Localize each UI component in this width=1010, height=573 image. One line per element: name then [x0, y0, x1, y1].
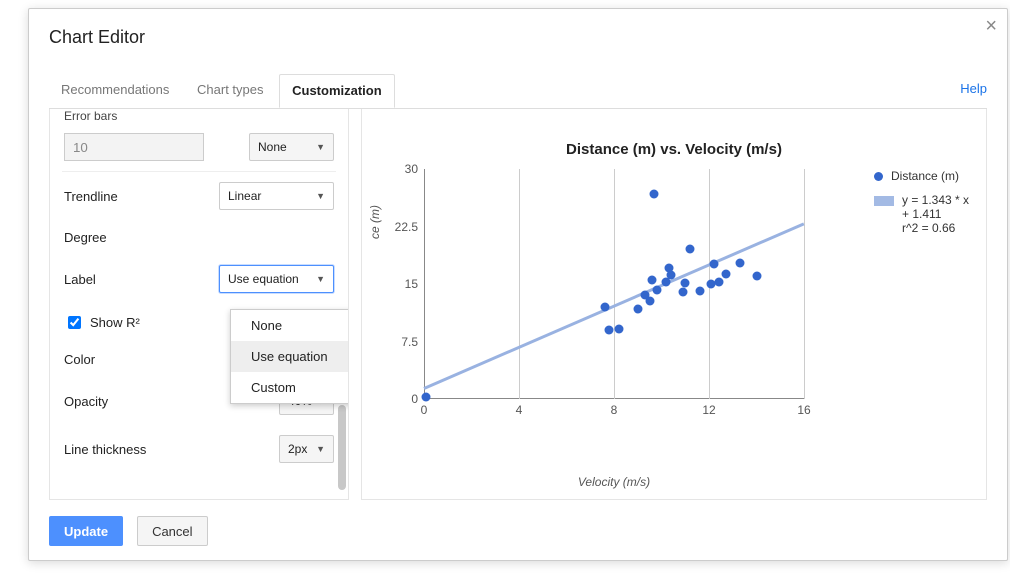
errorbars-label: Error bars	[64, 109, 117, 123]
tabs-bar: Recommendations Chart types Customizatio…	[49, 73, 987, 109]
gridline	[519, 169, 520, 399]
data-point	[695, 286, 704, 295]
data-point	[605, 326, 614, 335]
y-tick: 22.5	[378, 220, 418, 234]
scrollbar-thumb[interactable]	[338, 405, 346, 490]
errorbars-value-input[interactable]	[64, 133, 204, 161]
data-point	[614, 325, 623, 334]
y-tick: 0	[378, 392, 418, 406]
label-option-custom[interactable]: Custom	[231, 372, 349, 403]
data-point	[709, 260, 718, 269]
y-tick: 7.5	[378, 335, 418, 349]
customization-panel: Error bars None ▼ Trendline Linear ▼	[49, 109, 349, 500]
label-label: Label	[64, 272, 96, 287]
data-point	[714, 278, 723, 287]
x-axis-label: Velocity (m/s)	[362, 475, 866, 489]
chart-title: Distance (m) vs. Velocity (m/s)	[362, 141, 986, 158]
dialog-title: Chart Editor	[49, 27, 145, 48]
chart-editor-dialog: × Chart Editor Recommendations Chart typ…	[28, 8, 1008, 561]
legend-bar-icon	[874, 196, 894, 206]
update-button[interactable]: Update	[49, 516, 123, 546]
degree-label: Degree	[64, 230, 107, 245]
y-tick: 30	[378, 162, 418, 176]
label-dropdown-menu: None Use equation Custom	[230, 309, 349, 404]
legend-series-label: Distance (m)	[891, 169, 959, 183]
line-thickness-value: 2px	[288, 442, 307, 456]
data-point	[752, 271, 761, 280]
chevron-down-icon: ▼	[316, 274, 325, 284]
tab-chart-types[interactable]: Chart types	[185, 74, 275, 106]
label-select[interactable]: Use equation ▼	[219, 265, 334, 293]
data-point	[648, 276, 657, 285]
line-thickness-select[interactable]: 2px ▼	[279, 435, 334, 463]
tab-recommendations[interactable]: Recommendations	[49, 74, 181, 106]
gridline	[804, 169, 805, 399]
errorbars-type-select[interactable]: None ▼	[249, 133, 334, 161]
help-link[interactable]: Help	[960, 81, 987, 96]
trendline-type-value: Linear	[228, 189, 261, 203]
data-point	[721, 270, 730, 279]
data-point	[678, 287, 687, 296]
close-icon[interactable]: ×	[985, 15, 997, 38]
label-option-none[interactable]: None	[231, 310, 349, 341]
label-option-use-equation[interactable]: Use equation	[231, 341, 349, 372]
line-thickness-label: Line thickness	[64, 442, 146, 457]
x-tick: 8	[599, 403, 629, 417]
chevron-down-icon: ▼	[316, 191, 325, 201]
trendline-label: Trendline	[64, 189, 118, 204]
cancel-button[interactable]: Cancel	[137, 516, 207, 546]
x-tick: 16	[789, 403, 819, 417]
data-point	[650, 190, 659, 199]
legend-dot-icon	[874, 172, 883, 181]
trendline-type-select[interactable]: Linear ▼	[219, 182, 334, 210]
data-point	[645, 296, 654, 305]
y-axis-line	[424, 169, 425, 399]
data-point	[600, 303, 609, 312]
chart-legend: Distance (m) y = 1.343 * x + 1.411 r^2 =…	[874, 169, 974, 245]
label-select-value: Use equation	[228, 272, 299, 286]
x-tick: 12	[694, 403, 724, 417]
data-point	[667, 270, 676, 279]
show-r2-label: Show R²	[90, 315, 140, 330]
opacity-label: Opacity	[64, 394, 108, 409]
gridline	[614, 169, 615, 399]
plot-area: 048121607.51522.530	[424, 169, 804, 399]
chevron-down-icon: ▼	[316, 142, 325, 152]
data-point	[686, 244, 695, 253]
legend-series: Distance (m)	[874, 169, 974, 183]
x-tick: 4	[504, 403, 534, 417]
errorbars-type-value: None	[258, 140, 287, 154]
legend-trendline: y = 1.343 * x + 1.411 r^2 = 0.66	[874, 193, 974, 235]
show-r2-checkbox[interactable]: Show R²	[64, 313, 140, 332]
data-point	[681, 279, 690, 288]
show-r2-input[interactable]	[68, 316, 81, 329]
data-point	[422, 393, 431, 402]
chart-preview: Distance (m) vs. Velocity (m/s) ce (m) 0…	[361, 109, 987, 500]
data-point	[735, 258, 744, 267]
tab-customization[interactable]: Customization	[279, 74, 395, 108]
dialog-footer: Update Cancel	[49, 516, 208, 546]
data-point	[652, 286, 661, 295]
y-tick: 15	[378, 277, 418, 291]
data-point	[633, 304, 642, 313]
chevron-down-icon: ▼	[316, 444, 325, 454]
color-label: Color	[64, 352, 95, 367]
legend-trend-text: y = 1.343 * x + 1.411 r^2 = 0.66	[902, 193, 974, 235]
